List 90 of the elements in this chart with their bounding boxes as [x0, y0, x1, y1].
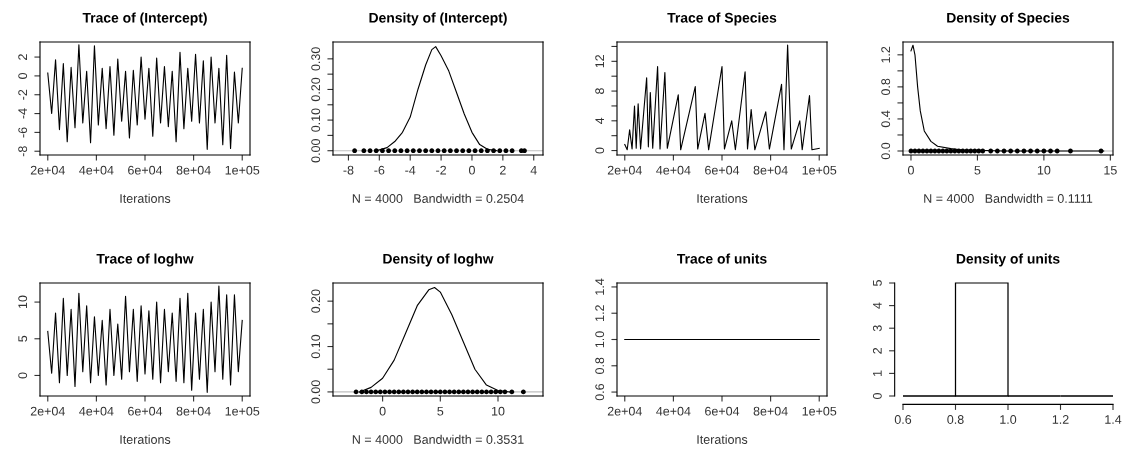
- x-tick-label: 1.4: [1105, 415, 1122, 424]
- x-tick-label: 6e+04: [705, 165, 740, 175]
- x-tick-label: 8e+04: [176, 406, 211, 416]
- y-tick-label: 2: [872, 347, 882, 354]
- chart-title: Trace of units: [677, 253, 767, 264]
- x-tick-label: -2: [436, 165, 447, 175]
- y-tick-label: 0.6: [595, 383, 605, 401]
- x-tick-label: 4: [530, 165, 537, 175]
- x-tick-label: 5: [974, 165, 981, 175]
- y-tick-label: 0.00: [311, 139, 321, 163]
- x-tick-label: 0.6: [894, 415, 912, 424]
- chart-title: Trace of Species: [667, 12, 777, 26]
- y-tick-label: 0.4: [881, 110, 891, 128]
- x-tick-label: 4e+04: [656, 406, 691, 416]
- x-axis-title: N = 4000 Bandwidth = 0.2504: [352, 193, 524, 203]
- y-tick-label: 0: [872, 393, 882, 399]
- y-tick-label: 0.00: [311, 380, 321, 404]
- y-tick-label: 5: [873, 280, 882, 286]
- y-tick-label: 0.20: [311, 77, 321, 102]
- y-tick-label: 1.4: [595, 278, 604, 295]
- y-tick-label: 10: [18, 295, 28, 309]
- x-axis-title: N = 4000 Bandwidth = 0.3531: [352, 434, 524, 444]
- x-tick-label: 15: [1104, 165, 1117, 175]
- y-tick-label: 0.8: [881, 78, 891, 96]
- x-tick-label: 4e+04: [79, 406, 114, 416]
- x-tick-label: 1e+05: [802, 165, 837, 175]
- x-tick-label: 6e+04: [128, 165, 163, 175]
- x-tick-label: 2e+04: [607, 406, 642, 416]
- x-axis-title: N = 4000 Bandwidth = 0.1111: [924, 193, 1093, 203]
- y-tick-label: 0.0: [881, 142, 891, 160]
- x-tick-label: 2e+04: [607, 165, 642, 175]
- y-tick-label: 1: [873, 370, 882, 376]
- chart-title: Density of Species: [947, 12, 1070, 26]
- x-tick-label: 5: [437, 406, 444, 416]
- x-axis-title: Iterations: [120, 193, 171, 203]
- x-axis-title: Iterations: [697, 193, 748, 203]
- x-tick-label: 1e+05: [225, 165, 260, 175]
- x-tick-label: 8e+04: [753, 406, 788, 416]
- y-tick-label: 4: [873, 302, 882, 309]
- x-tick-label: 6e+04: [705, 406, 740, 416]
- x-tick-label: -4: [405, 165, 416, 175]
- y-tick-label: -4: [18, 108, 27, 119]
- y-tick-label: 0.30: [311, 47, 321, 71]
- y-tick-label: 1.0: [595, 331, 605, 348]
- x-tick-label: 1e+05: [225, 406, 260, 416]
- x-tick-label: 1.0: [1000, 415, 1017, 424]
- y-tick-label: 1.2: [595, 305, 604, 321]
- y-tick-label: 1.2: [881, 46, 890, 63]
- x-tick-label: 4e+04: [79, 165, 114, 175]
- x-tick-label: 1e+05: [802, 406, 837, 416]
- y-tick-label: 0: [18, 72, 28, 79]
- y-tick-label: 8: [595, 88, 605, 94]
- y-tick-label: 2: [18, 54, 27, 60]
- x-tick-label: -6: [374, 165, 385, 175]
- chart-title: Trace of loghw: [96, 253, 194, 267]
- x-axis-title: Iterations: [120, 434, 171, 444]
- chart-title: Trace of (Intercept): [82, 12, 207, 26]
- x-tick-label: 0: [468, 165, 475, 175]
- x-tick-label: 0: [907, 165, 914, 175]
- y-tick-label: 0.10: [311, 334, 321, 359]
- y-tick-label: -8: [18, 146, 28, 157]
- x-tick-label: 2e+04: [30, 406, 65, 416]
- y-tick-label: 0: [595, 147, 605, 154]
- y-tick-label: 0: [18, 372, 28, 379]
- y-tick-label: 12: [595, 55, 604, 68]
- x-tick-label: 10: [1037, 165, 1051, 175]
- chart-title: Density of (Intercept): [369, 12, 507, 26]
- x-tick-label: 2e+04: [30, 165, 65, 175]
- x-axis-title: Iterations: [697, 434, 748, 444]
- x-tick-label: 6e+04: [128, 406, 163, 416]
- x-tick-label: 10: [492, 406, 505, 416]
- x-tick-label: -8: [343, 165, 354, 175]
- line-series: [910, 44, 1105, 152]
- y-tick-label: 0.20: [311, 289, 321, 313]
- x-tick-label: 2: [500, 165, 506, 175]
- x-tick-label: 1.2: [1052, 415, 1069, 424]
- chart-title: Density of loghw: [383, 253, 494, 267]
- x-tick-label: 4e+04: [656, 165, 691, 175]
- y-tick-label: 4: [595, 117, 604, 124]
- chart-title: Density of units: [956, 253, 1060, 267]
- x-tick-label: 0.8: [947, 415, 964, 424]
- x-tick-label: 8e+04: [176, 165, 211, 175]
- y-tick-label: 5: [18, 335, 28, 342]
- y-tick-label: -6: [18, 127, 28, 138]
- y-tick-label: 0.8: [595, 357, 605, 374]
- y-tick-label: 0.10: [311, 108, 321, 132]
- y-tick-label: -2: [18, 89, 27, 100]
- x-tick-label: 0: [379, 406, 386, 416]
- y-tick-label: 3: [872, 325, 882, 332]
- x-tick-label: 8e+04: [753, 165, 788, 175]
